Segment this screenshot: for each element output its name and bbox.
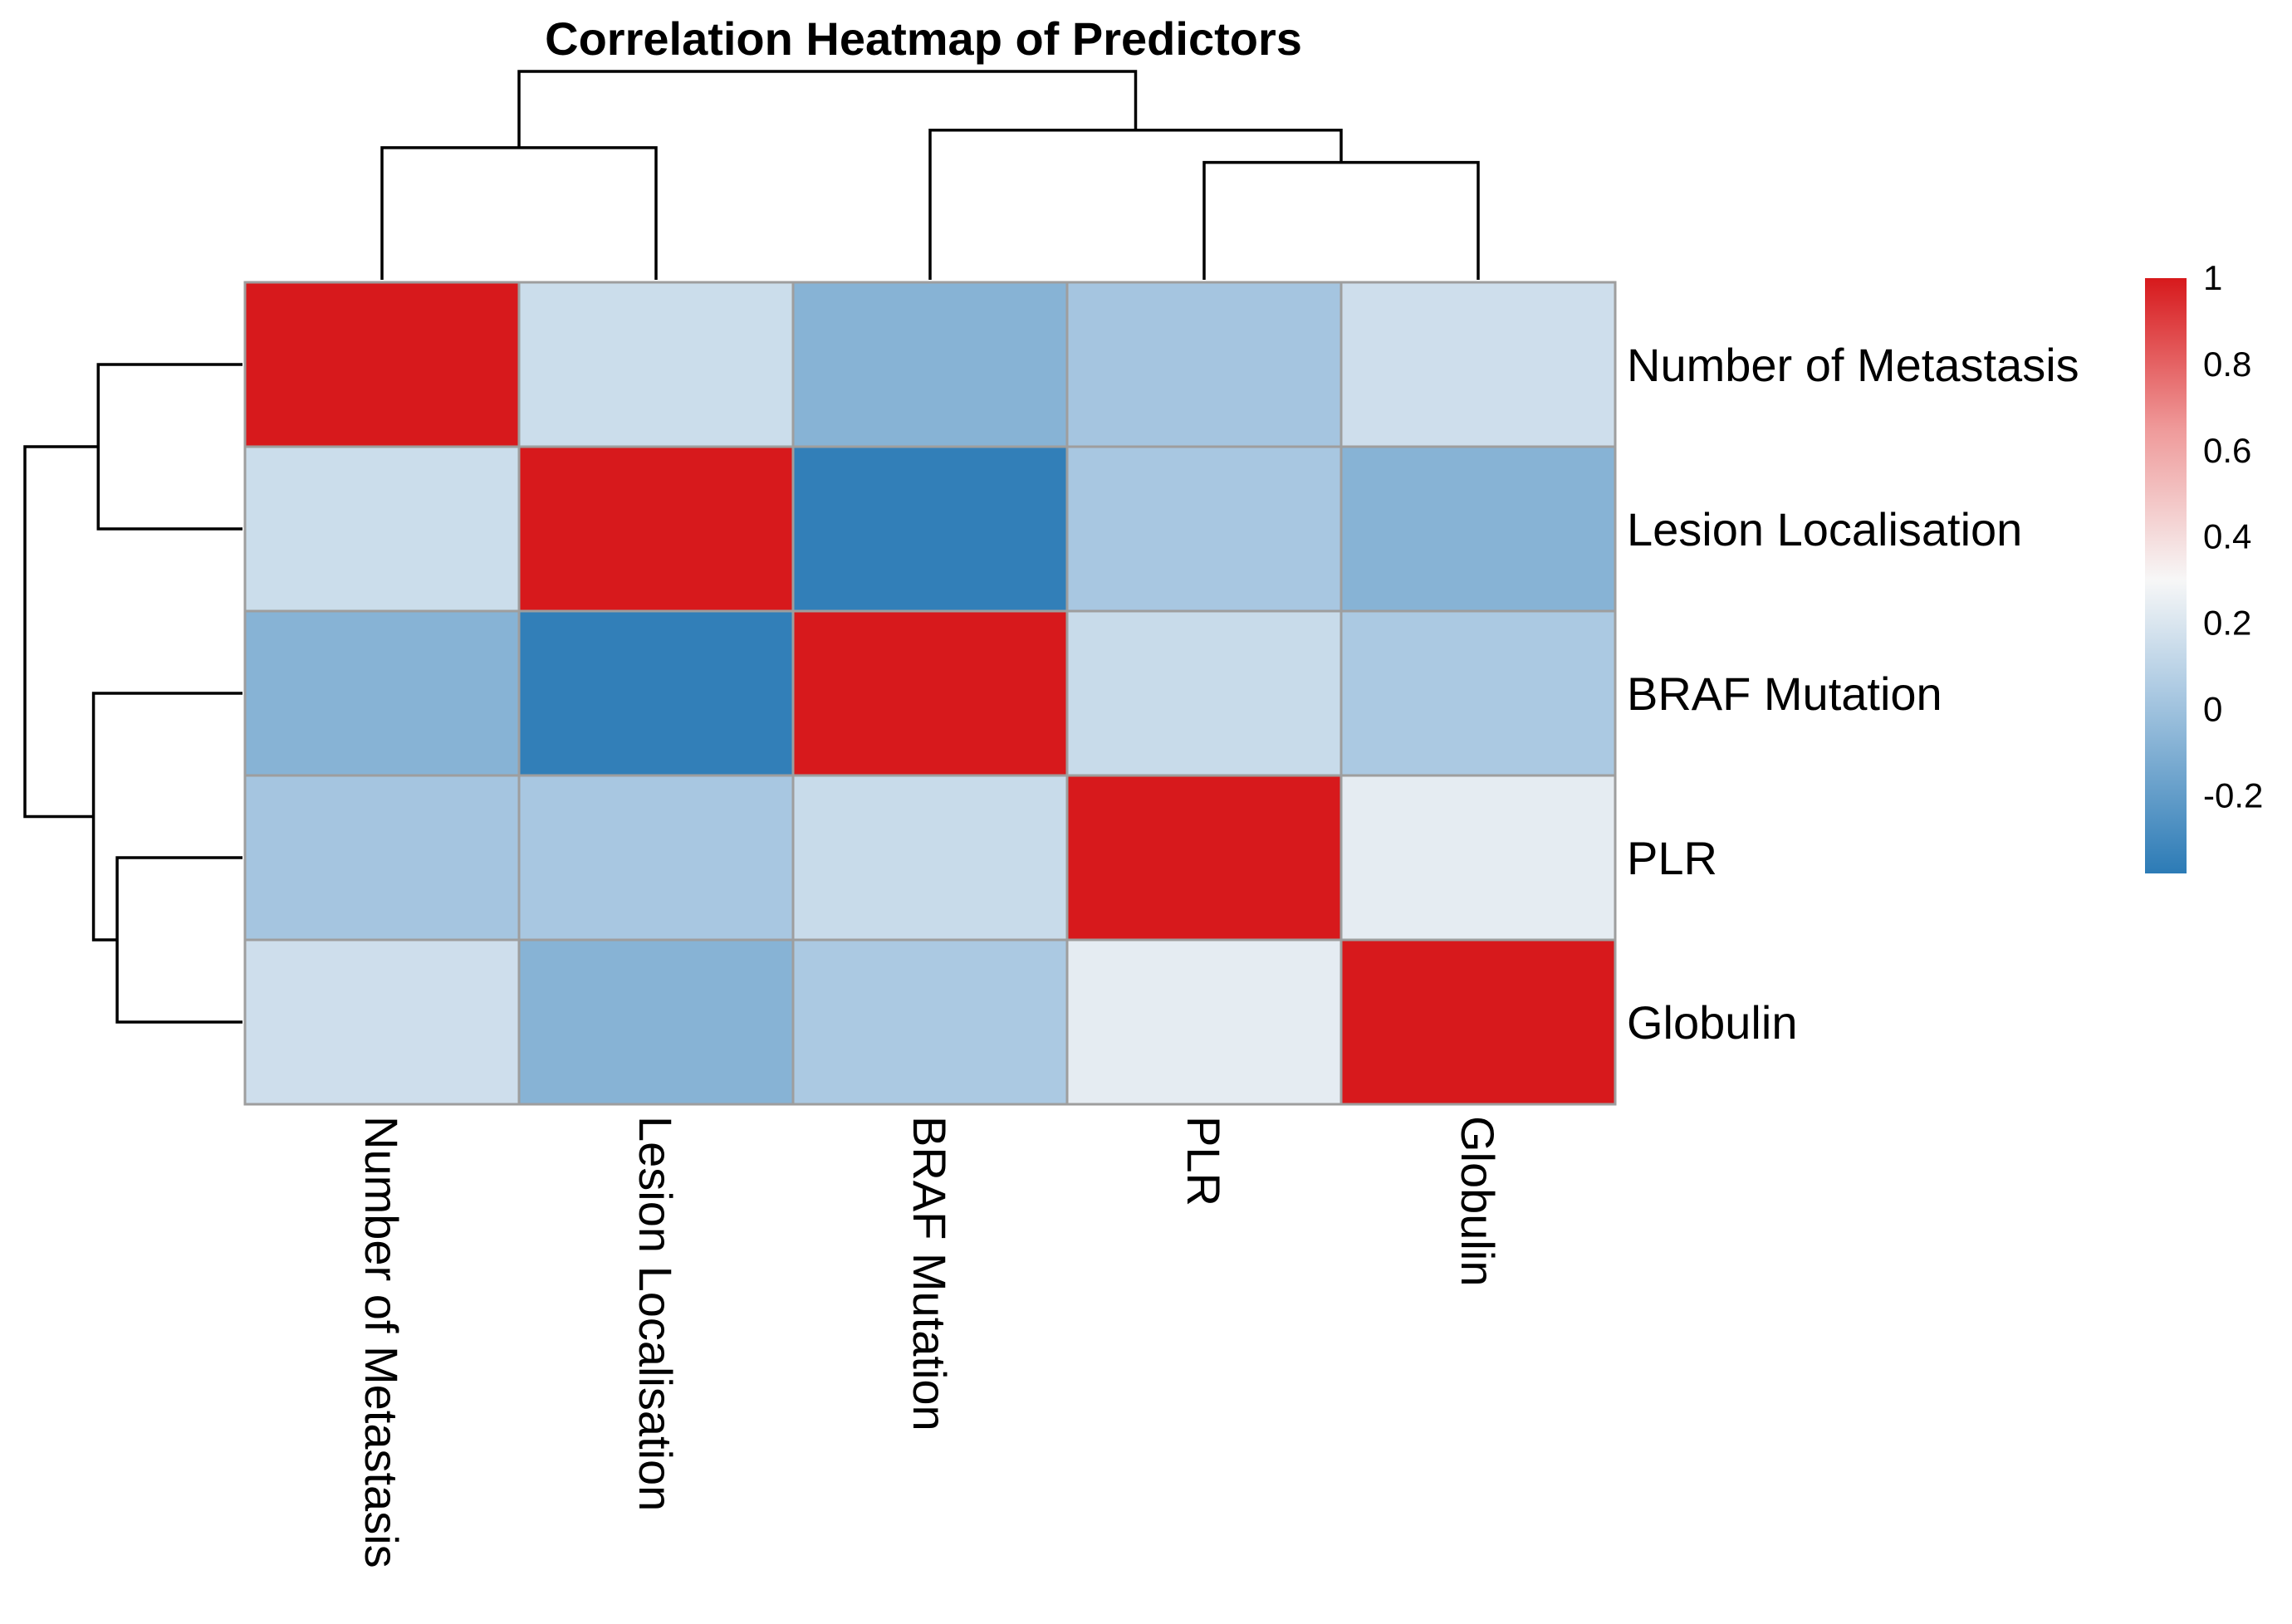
- heatmap-cell-braf-mutation-globulin: [1339, 609, 1617, 777]
- legend-tick-label: 0.2: [2203, 604, 2251, 643]
- legend-tick-label: 0: [2203, 690, 2222, 729]
- heatmap-cell-globulin-number-of-metastasis: [243, 938, 521, 1106]
- column-label-number-of-metastasis: Number of Metastasis: [355, 1116, 408, 1568]
- legend-tick-label: 0.6: [2203, 431, 2251, 470]
- heatmap-cell-lesion-localisation-number-of-metastasis: [243, 445, 521, 613]
- heatmap-cell-lesion-localisation-plr: [1065, 445, 1343, 613]
- legend-tick-label: 1: [2203, 258, 2222, 297]
- heatmap-cell-globulin-globulin: [1339, 938, 1617, 1106]
- column-dendrogram-branch-c1: [380, 146, 658, 280]
- heatmap-cell-number-of-metastasis-plr: [1065, 281, 1343, 448]
- row-label-lesion-localisation: Lesion Localisation: [1627, 503, 2022, 555]
- row-dendrogram: [23, 363, 242, 1024]
- column-label-lesion-localisation: Lesion Localisation: [629, 1116, 682, 1511]
- chart-title: Correlation Heatmap of Predictors: [545, 12, 1302, 65]
- heatmap-cell-number-of-metastasis-number-of-metastasis: [243, 281, 521, 448]
- row-dendrogram-branch-r3: [91, 692, 242, 942]
- row-labels: Number of Metastasis Lesion Localisation B…: [1627, 339, 2079, 1049]
- legend-tick-label: -0.2: [2203, 775, 2263, 814]
- color-legend: 1 0.8 0.6 0.4 0.2 0 -0.2: [2145, 258, 2263, 873]
- column-dendrogram-branch-c2: [1202, 160, 1480, 280]
- column-label-braf-mutation: BRAF Mutation: [904, 1116, 956, 1431]
- heatmap-cell-braf-mutation-number-of-metastasis: [243, 609, 521, 777]
- heatmap-cell-number-of-metastasis-braf-mutation: [791, 281, 1069, 448]
- column-labels: Number of Metastasis Lesion Localisation B…: [355, 1116, 1504, 1568]
- column-dendrogram-branch-c3: [928, 128, 1343, 280]
- heatmap-cell-plr-globulin: [1339, 774, 1617, 942]
- column-dendrogram-branch-c4: [517, 70, 1138, 148]
- heatmap-cell-lesion-localisation-braf-mutation: [791, 445, 1069, 613]
- heatmap-cell-braf-mutation-braf-mutation: [791, 609, 1069, 777]
- row-label-globulin: Globulin: [1627, 996, 1797, 1049]
- legend-tick-label: 0.8: [2203, 345, 2251, 384]
- heatmap-cell-globulin-plr: [1065, 938, 1343, 1106]
- heatmap-cell-braf-mutation-lesion-localisation: [517, 609, 795, 777]
- column-label-globulin: Globulin: [1452, 1116, 1504, 1286]
- column-dendrogram: [380, 70, 1480, 280]
- row-dendrogram-branch-r1: [115, 856, 242, 1024]
- column-label-plr: PLR: [1178, 1116, 1230, 1206]
- heatmap-cell-globulin-lesion-localisation: [517, 938, 795, 1106]
- heatmap-cell-plr-number-of-metastasis: [243, 774, 521, 942]
- row-dendrogram-branch-r2: [96, 363, 242, 531]
- heatmap-cell-plr-braf-mutation: [791, 774, 1069, 942]
- legend-tick-label: 0.4: [2203, 517, 2251, 556]
- heatmap-cell-plr-plr: [1065, 774, 1343, 942]
- heatmap-cell-plr-lesion-localisation: [517, 774, 795, 942]
- heatmap-cell-number-of-metastasis-globulin: [1339, 281, 1617, 448]
- heatmap-cell-lesion-localisation-lesion-localisation: [517, 445, 795, 613]
- heatmap-cells: [243, 281, 1617, 1106]
- heatmap-cell-lesion-localisation-globulin: [1339, 445, 1617, 613]
- row-label-braf-mutation: BRAF Mutation: [1627, 668, 1942, 720]
- heatmap-cell-braf-mutation-plr: [1065, 609, 1343, 777]
- color-legend-bar: [2145, 278, 2187, 873]
- heatmap-cell-globulin-braf-mutation: [791, 938, 1069, 1106]
- heatmap-cell-number-of-metastasis-lesion-localisation: [517, 281, 795, 448]
- row-label-number-of-metastasis: Number of Metastasis: [1627, 339, 2079, 391]
- row-dendrogram-branch-r4: [23, 445, 99, 819]
- row-label-plr: PLR: [1627, 832, 1717, 884]
